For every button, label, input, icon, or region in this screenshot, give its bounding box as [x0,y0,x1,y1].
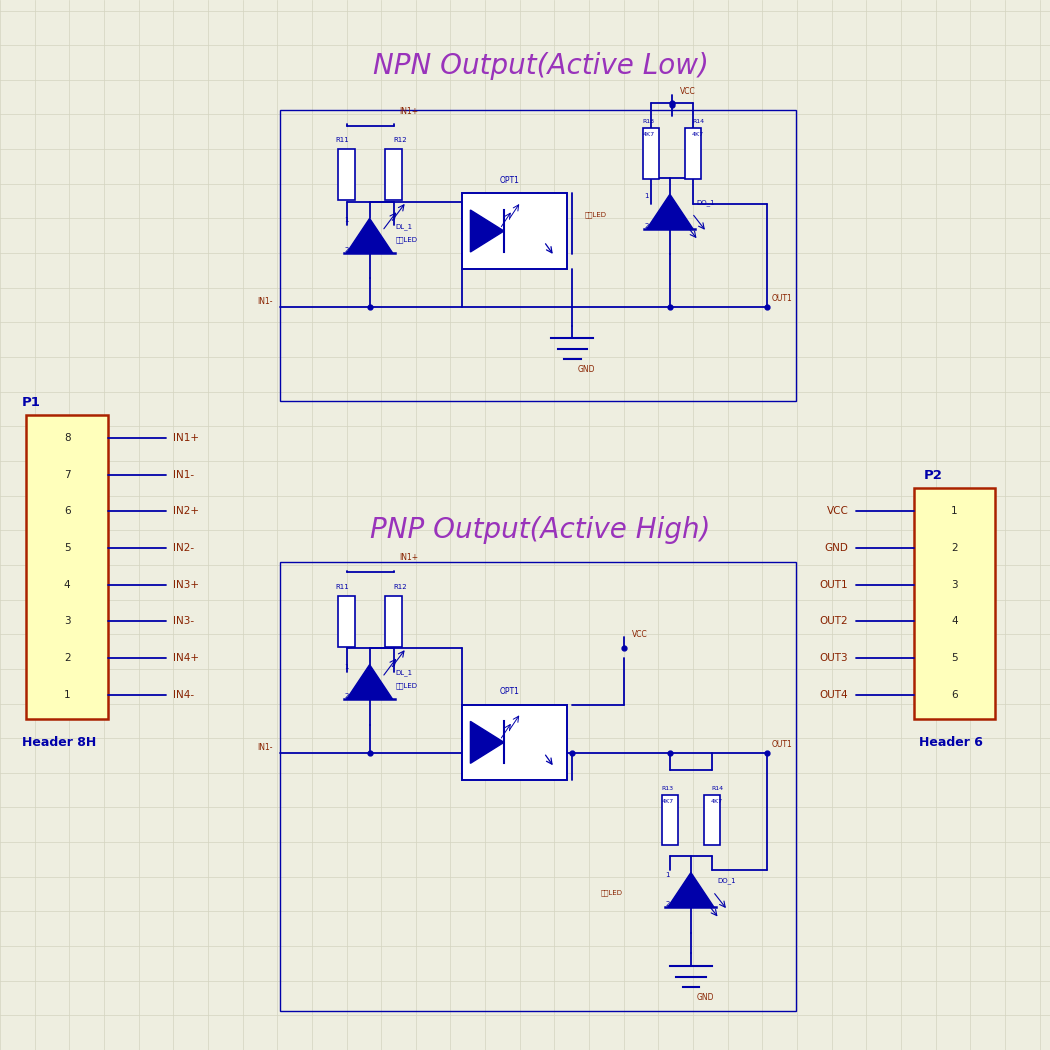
Bar [662,795,678,845]
Text: 7: 7 [64,469,70,480]
Text: GND: GND [578,365,595,374]
Bar [704,795,720,845]
Text: VCC: VCC [632,630,648,638]
Text: R14: R14 [692,120,705,124]
Text: 1: 1 [344,664,349,670]
Polygon shape [470,721,504,763]
Text: 4: 4 [951,616,958,627]
Text: IN1-: IN1- [257,743,273,752]
Text: P1: P1 [22,396,41,408]
Bar [338,596,355,647]
Polygon shape [346,665,393,699]
Text: 6: 6 [951,690,958,699]
Text: R11: R11 [335,584,350,590]
Text: 4K7: 4K7 [692,132,705,137]
Text: 4K7: 4K7 [643,132,655,137]
Text: 1: 1 [344,217,349,224]
Bar [685,128,701,178]
Text: R12: R12 [394,136,406,143]
Text: R14: R14 [711,786,723,791]
Text: IN3-: IN3- [173,616,194,626]
Text: VCC: VCC [826,506,848,517]
Text: 3: 3 [951,580,958,590]
Text: GND: GND [824,543,848,553]
Text: OPT1: OPT1 [500,688,519,696]
Text: IN1-: IN1- [257,297,273,306]
Text: R11: R11 [335,136,350,143]
Text: 2: 2 [666,901,670,907]
Text: OUT3: OUT3 [820,653,848,663]
Text: Header 8H: Header 8H [22,736,97,749]
Text: DO_1: DO_1 [696,200,715,206]
Text: PNP Output(Active High): PNP Output(Active High) [371,517,711,544]
Bar [26,415,108,719]
Text: IN4+: IN4+ [173,653,200,663]
Text: OUT1: OUT1 [820,580,848,590]
Text: 4: 4 [64,580,70,590]
Text: 绿色LED: 绿色LED [585,211,607,217]
Polygon shape [668,873,714,907]
Text: R13: R13 [662,786,674,791]
Text: 2: 2 [645,223,649,229]
Bar [385,149,402,200]
Text: R12: R12 [394,584,406,590]
Text: 1: 1 [645,193,649,200]
Polygon shape [647,194,693,229]
Text: Header 6: Header 6 [919,736,983,749]
Text: R13: R13 [643,120,655,124]
Text: 1: 1 [64,690,70,699]
Text: 2: 2 [344,693,349,699]
Bar [280,110,796,401]
Text: IN1+: IN1+ [399,553,418,562]
Text: 2: 2 [951,543,958,553]
Text: OUT1: OUT1 [772,294,793,302]
Text: 4K7: 4K7 [711,799,723,803]
Bar [643,128,659,178]
Bar [462,193,567,269]
Text: OUT4: OUT4 [820,690,848,699]
Text: P2: P2 [924,469,943,482]
Text: VCC: VCC [680,87,696,96]
Text: IN4-: IN4- [173,690,194,699]
Text: IN2-: IN2- [173,543,194,553]
Text: IN1+: IN1+ [173,433,200,443]
Text: DO_1: DO_1 [717,878,736,884]
Text: DL_1: DL_1 [396,224,413,230]
Text: GND: GND [696,993,714,1002]
Text: 3: 3 [64,616,70,626]
Text: IN2+: IN2+ [173,506,200,517]
Text: 红色LED: 红色LED [396,682,418,689]
Text: OUT2: OUT2 [820,616,848,627]
Text: 1: 1 [951,506,958,517]
Text: IN1+: IN1+ [399,107,418,116]
Text: IN1-: IN1- [173,469,194,480]
Bar [280,562,796,1011]
Text: 6: 6 [64,506,70,517]
Text: DL_1: DL_1 [396,670,413,676]
Text: 绿色LED: 绿色LED [601,889,623,896]
Bar [914,488,995,719]
Text: 5: 5 [951,653,958,663]
Text: NPN Output(Active Low): NPN Output(Active Low) [373,52,709,80]
Text: 红色LED: 红色LED [396,236,418,243]
Text: OUT1: OUT1 [772,740,793,749]
Text: 2: 2 [64,653,70,663]
Bar [338,149,355,200]
Polygon shape [346,218,393,253]
Text: 8: 8 [64,433,70,443]
Polygon shape [470,210,504,252]
Text: 4K7: 4K7 [662,799,674,803]
Bar [462,705,567,780]
Text: 5: 5 [64,543,70,553]
Text: OPT1: OPT1 [500,176,519,185]
Text: 1: 1 [666,872,670,878]
Text: IN3+: IN3+ [173,580,200,590]
Text: 2: 2 [344,247,349,253]
Bar [385,596,402,647]
